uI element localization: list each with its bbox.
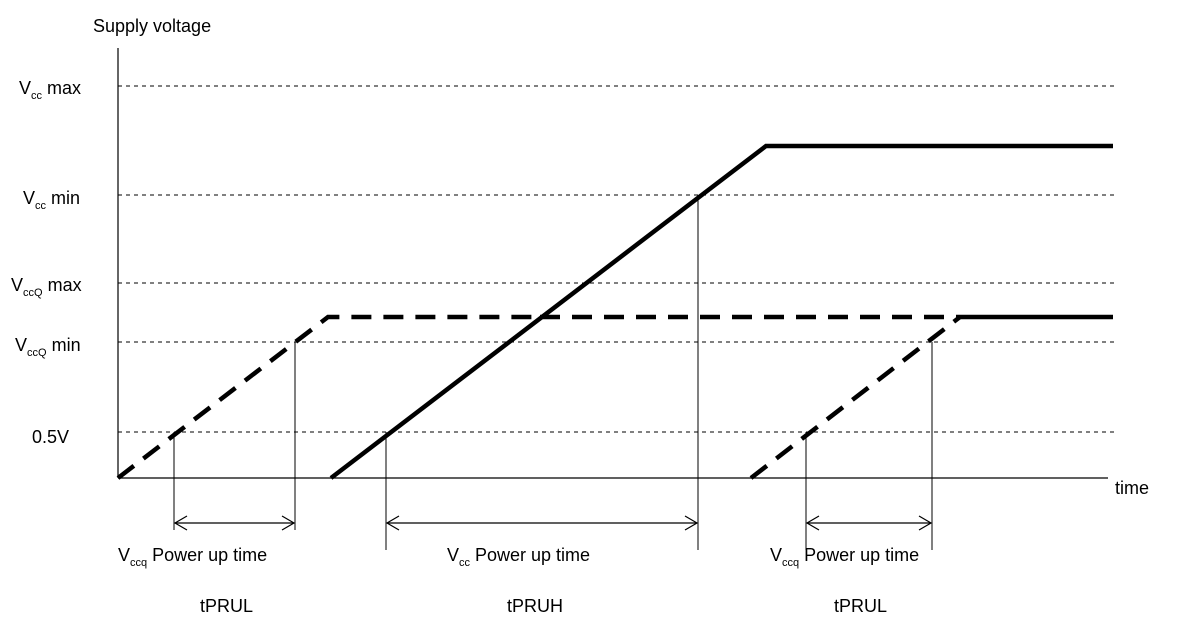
level-label-vccq-min: VccQ min (15, 335, 81, 359)
param-label-1: tPRUL (200, 596, 253, 616)
level-label-vccq-max: VccQ max (11, 275, 82, 299)
interval-caption-1: Vccq Power up time (118, 545, 267, 569)
vcc-ramp (329, 143, 1113, 480)
vccq-ramp-2 (749, 315, 962, 480)
interval-arrow-3 (805, 515, 933, 531)
interval-arrows (173, 515, 933, 531)
level-label-half-volt: 0.5V (32, 427, 69, 447)
reference-level-lines (118, 85, 1115, 433)
interval-caption-2: Vcc Power up time (447, 545, 590, 569)
interval-caption-3: Vccq Power up time (770, 545, 919, 569)
level-label-vcc-max: Vcc max (19, 78, 81, 102)
y-axis-title: Supply voltage (93, 16, 211, 36)
param-label-3: tPRUL (834, 596, 887, 616)
vccq-ramp-1 (116, 314, 540, 480)
interval-arrow-1 (173, 515, 296, 531)
level-label-vcc-min: Vcc min (23, 188, 80, 212)
vccq-first-trace (116, 314, 960, 480)
x-axis-title: time (1115, 478, 1149, 498)
interval-arrow-2 (385, 515, 699, 531)
param-label-2: tPRUH (507, 596, 563, 616)
timing-markers (173, 195, 933, 550)
